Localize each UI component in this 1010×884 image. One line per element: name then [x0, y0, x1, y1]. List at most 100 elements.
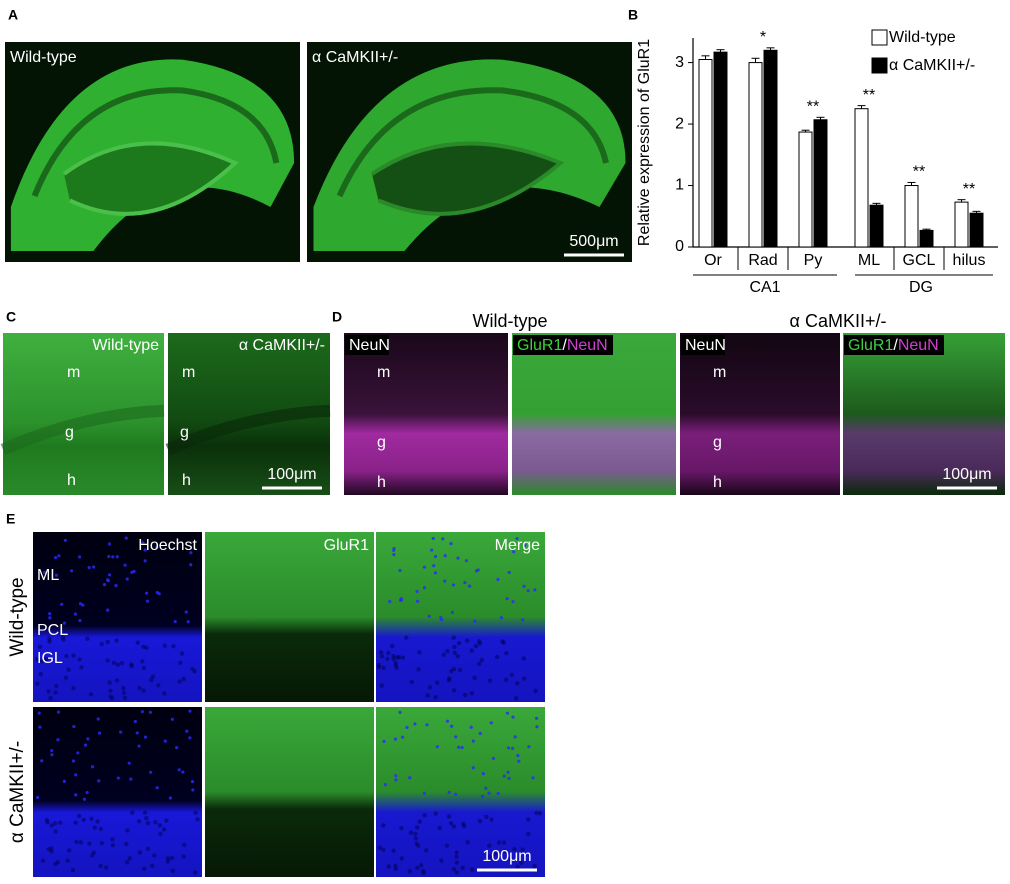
nucleus — [417, 650, 422, 655]
nucleus — [452, 644, 457, 650]
stain-part: / — [893, 337, 898, 354]
y-tick-label: 3 — [675, 54, 684, 71]
nucleus — [492, 851, 498, 856]
nucleus — [395, 655, 400, 660]
nucleus — [404, 635, 409, 640]
nucleus — [422, 586, 427, 590]
nucleus — [132, 569, 136, 574]
nucleus — [71, 759, 76, 763]
nucleus — [63, 538, 67, 543]
nucleus — [510, 746, 515, 750]
nucleus — [105, 639, 110, 645]
nucleus — [37, 644, 43, 650]
bar — [854, 108, 869, 248]
nucleus — [535, 725, 539, 729]
nucleus — [54, 683, 59, 689]
nucleus — [454, 850, 459, 855]
nucleus — [452, 650, 457, 655]
nucleus — [111, 555, 115, 559]
nucleus — [70, 569, 74, 573]
nucleus — [43, 570, 47, 575]
nucleus — [471, 739, 475, 743]
nucleus — [526, 817, 531, 822]
nucleus — [448, 821, 454, 826]
nucleus — [515, 864, 520, 870]
nucleus — [398, 568, 402, 573]
nucleus — [137, 850, 143, 855]
nucleus — [447, 790, 451, 794]
group-label: CA1 — [749, 279, 780, 296]
nucleus — [451, 688, 457, 693]
legend-swatch — [871, 57, 888, 74]
micrograph — [376, 707, 545, 877]
micrograph — [33, 707, 202, 877]
nucleus — [507, 570, 511, 575]
nucleus — [480, 794, 485, 799]
nucleus — [449, 668, 454, 674]
nucleus — [430, 548, 434, 552]
nucleus — [44, 817, 50, 823]
nucleus — [140, 659, 145, 664]
nucleus — [96, 717, 100, 721]
nucleus — [190, 780, 195, 784]
nucleus — [511, 600, 515, 604]
nucleus — [489, 721, 493, 725]
nucleus — [74, 839, 79, 845]
nucleus — [73, 820, 78, 825]
nucleus — [47, 639, 52, 644]
nucleus — [408, 830, 414, 835]
nucleus — [508, 857, 513, 862]
image-label: Wild-type — [10, 49, 77, 66]
nucleus — [193, 810, 198, 815]
image-label: 500μm — [569, 233, 618, 250]
y-tick-label: 1 — [675, 177, 684, 194]
image-label: PCL — [37, 622, 68, 639]
nucleus — [487, 791, 491, 795]
nucleus — [437, 825, 442, 831]
y-axis-label: Relative expression of GluR1 — [636, 39, 653, 246]
nucleus — [533, 688, 538, 694]
dentate-gyrus — [62, 141, 239, 216]
nucleus — [520, 847, 525, 852]
nucleus — [501, 840, 507, 845]
nucleus — [149, 677, 154, 683]
nucleus — [481, 772, 485, 776]
image-label: m — [67, 364, 80, 381]
nucleus — [516, 754, 520, 758]
nucleus — [534, 810, 539, 816]
nucleus — [91, 850, 97, 855]
nucleus — [451, 583, 456, 587]
hippocampus — [313, 59, 626, 251]
significance-label: * — [760, 29, 766, 46]
x-tick-label: Rad — [748, 252, 777, 269]
label-box — [681, 335, 725, 355]
micrograph — [843, 333, 1005, 495]
nucleus — [491, 756, 496, 760]
legend-swatch — [871, 29, 888, 46]
nucleus — [424, 848, 429, 853]
nucleus — [78, 618, 82, 623]
nucleus — [496, 840, 502, 845]
nucleus — [391, 848, 396, 854]
nucleus — [53, 555, 58, 560]
nucleus — [86, 737, 90, 741]
image-label: 100μm — [482, 848, 531, 865]
nucleus — [143, 735, 148, 739]
nucleus — [487, 843, 492, 848]
stain-label: NeuN — [685, 337, 726, 354]
nucleus — [405, 725, 409, 730]
nucleus — [526, 831, 531, 837]
nucleus — [515, 536, 519, 541]
image-label: h — [182, 472, 191, 489]
image-label: IGL — [37, 650, 63, 667]
nucleus — [521, 618, 525, 622]
nucleus — [129, 777, 133, 781]
nucleus — [145, 591, 149, 595]
nucleus — [88, 692, 94, 697]
cell-layer — [0, 404, 165, 456]
bar — [798, 131, 813, 248]
nucleus — [97, 779, 101, 783]
nucleus — [37, 711, 41, 715]
nucleus — [133, 719, 137, 724]
nucleus — [163, 739, 167, 743]
